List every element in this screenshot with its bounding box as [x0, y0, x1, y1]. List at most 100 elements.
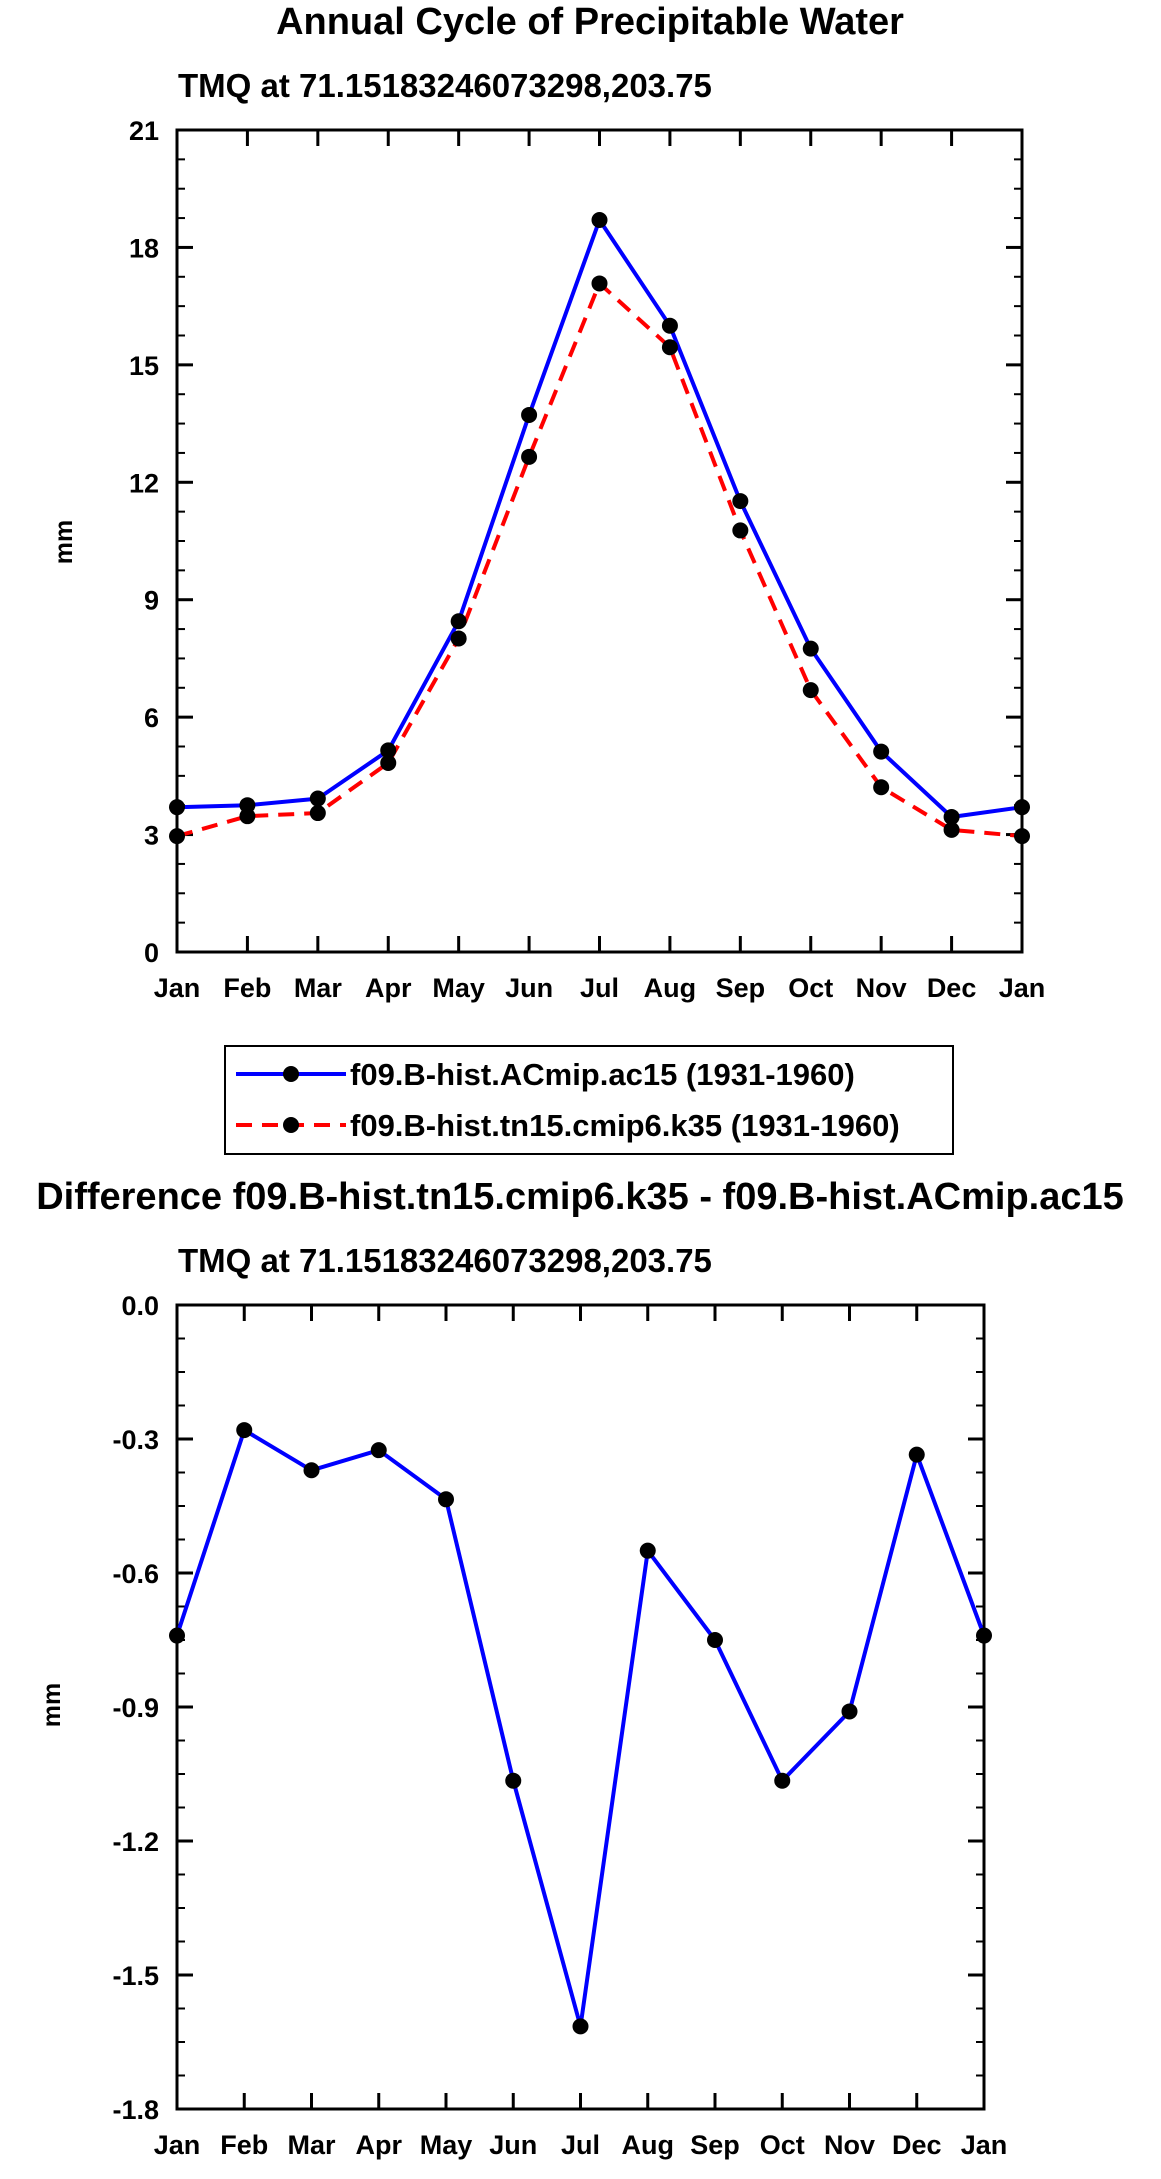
chart2-xtick-label: May	[420, 2130, 473, 2160]
chart2-ytick-label: 0.0	[121, 1291, 159, 1321]
chart1-legend: f09.B-hist.ACmip.ac15 (1931-1960) f09.B-…	[224, 1045, 954, 1155]
chart2-series-1-point	[841, 1703, 858, 1720]
chart2-series-1-point	[169, 1627, 185, 1644]
chart1-series-1-point	[802, 640, 819, 657]
chart1-xtick-label: Feb	[223, 973, 271, 1003]
chart2-title: Difference f09.B-hist.tn15.cmip6.k35 - f…	[36, 1176, 1124, 1218]
chart2-series-line-1	[175, 1428, 986, 2029]
chart1-series-2-point	[802, 682, 819, 699]
chart2-series-1-point	[707, 1632, 723, 1648]
chart1-ytick-label: 3	[144, 821, 159, 851]
chart2-ytick-label: -1.2	[112, 1827, 159, 1857]
chart2-xtick-label: Jul	[561, 2130, 600, 2160]
chart1-xtick-label: Jun	[505, 973, 553, 1003]
chart1-series-line-2	[176, 281, 1023, 839]
chart1-subtitle: TMQ at 71.15183246073298,203.75	[178, 67, 712, 104]
chart1-xtick-label: May	[432, 973, 485, 1003]
chart1-ylabel: mm	[50, 520, 78, 564]
chart1-series-1-point	[591, 212, 608, 229]
chart1-series-1-point	[239, 797, 256, 814]
chart1-ytick-label: 15	[129, 351, 159, 381]
chart1-series-2-point	[1014, 828, 1030, 845]
chart1-ytick-label: 18	[129, 233, 159, 263]
chart2-subtitle: TMQ at 71.15183246073298,203.75	[178, 1242, 712, 1279]
chart2-series-1-point	[639, 1542, 656, 1559]
chart2-series-1-point	[908, 1446, 925, 1463]
chart1-xtick-label: Jan	[154, 973, 201, 1003]
legend-label-series-2: f09.B-hist.tn15.cmip6.k35 (1931-1960)	[350, 1108, 900, 1143]
chart1-ytick-label: 6	[144, 703, 159, 733]
chart2-xtick-label: Mar	[287, 2130, 336, 2160]
chart1-series-2-point	[169, 828, 185, 845]
chart1-ytick-label: 21	[129, 116, 159, 146]
chart1-series-2-point	[521, 448, 538, 465]
legend-box	[224, 1045, 954, 1155]
chart1-ytick-label: 9	[144, 586, 159, 616]
chart2-xtick-label: Apr	[356, 2130, 403, 2160]
chart1-series-2-point	[450, 630, 467, 647]
chart1-series-1-point	[732, 493, 749, 510]
chart2-xtick-label: Jan	[961, 2130, 1008, 2160]
chart2-xtick-label: Feb	[220, 2130, 268, 2160]
chart2-xtick-label: Jan	[154, 2130, 201, 2160]
chart1-series-2-point	[943, 821, 960, 838]
chart1-series-2-point	[873, 779, 890, 796]
chart2-plot: -1.8 -1.5 -1.2 -0.9 -0.6 -0.3 0.0 Jan Feb Mar Apr M…	[112, 1291, 1007, 2160]
chart2-series-1-point	[505, 1772, 522, 1789]
legend-label-series-1: f09.B-hist.ACmip.ac15 (1931-1960)	[350, 1057, 855, 1092]
chart1-title: Annual Cycle of Precipitable Water	[276, 1, 904, 43]
chart2-series-1-point	[774, 1772, 791, 1789]
chart1-xtick-label: Oct	[788, 973, 833, 1003]
chart2-series-1-point	[236, 1422, 253, 1439]
chart1-xtick-label: Jul	[580, 973, 619, 1003]
chart1-xtick-label: Dec	[927, 973, 977, 1003]
chart1-series-2-point	[661, 339, 678, 356]
chart2-frame	[175, 1303, 986, 2111]
chart2-xtick-label: Oct	[760, 2130, 805, 2160]
chart1-frame	[175, 128, 1024, 954]
chart2-series-1-point	[438, 1491, 454, 1508]
chart1-series-1-point	[309, 790, 326, 807]
chart1-plot: 0 3 6 9 12 15 18 21 Jan Feb Mar Apr May Jun Jul Aug Sep O…	[129, 116, 1045, 1003]
chart2-ytick-label: -1.5	[112, 1961, 159, 1991]
chart1-series-2-point	[732, 522, 749, 539]
chart1-xtick-label: Sep	[716, 973, 766, 1003]
chart2-series-1-point	[572, 2018, 589, 2035]
chart2-xtick-label: Aug	[622, 2130, 674, 2160]
chart2-series-1-point	[370, 1442, 387, 1459]
chart2-ylabel: mm	[38, 1683, 66, 1727]
chart2-series-1-point	[303, 1462, 320, 1479]
chart1-series-1-point	[169, 799, 185, 816]
chart1-xtick-label: Apr	[365, 973, 412, 1003]
legend-marker-series-1	[283, 1066, 299, 1082]
chart2-ytick-label: -1.8	[112, 2095, 159, 2125]
chart1-series-1-point	[1014, 799, 1030, 816]
chart2-xtick-label: Dec	[892, 2130, 942, 2160]
chart2-ytick-label: -0.3	[112, 1425, 159, 1455]
chart1-ytick-label: 0	[144, 938, 159, 968]
chart1-series-1-point	[450, 613, 467, 630]
chart2-xtick-label: Sep	[690, 2130, 740, 2160]
chart1-xtick-label: Nov	[856, 973, 907, 1003]
chart1-series-1-point	[943, 808, 960, 825]
chart2-ytick-label: -0.6	[112, 1559, 159, 1589]
chart2-ytick-label: -0.9	[112, 1693, 159, 1723]
chart1-series-2-point	[591, 275, 608, 292]
chart1-ytick-label: 12	[129, 468, 159, 498]
chart1-xtick-label: Mar	[294, 973, 343, 1003]
chart2-xtick-label: Jun	[489, 2130, 537, 2160]
chart1-series-1-point	[873, 743, 890, 760]
chart1-series-2-point	[380, 754, 397, 771]
chart1-xtick-label: Jan	[999, 973, 1046, 1003]
chart1-series-2-point	[309, 805, 326, 822]
chart1-series-line-1	[176, 218, 1023, 819]
chart1-series-1-point	[380, 742, 397, 759]
chart2-series-1-point	[976, 1627, 992, 1644]
legend-marker-series-2	[283, 1117, 299, 1133]
chart1-series-1-point	[661, 317, 678, 334]
chart1-series-1-point	[521, 406, 538, 423]
chart2-xtick-label: Nov	[824, 2130, 875, 2160]
chart1-xtick-label: Aug	[644, 973, 696, 1003]
chart1-series-2-point	[239, 808, 256, 825]
